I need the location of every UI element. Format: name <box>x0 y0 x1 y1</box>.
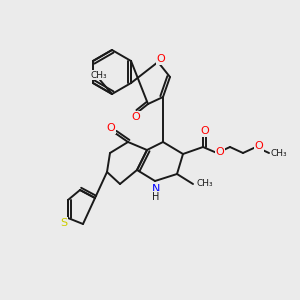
Text: H: H <box>152 192 160 202</box>
Text: N: N <box>152 184 160 194</box>
Text: CH₃: CH₃ <box>197 179 213 188</box>
Text: O: O <box>255 141 263 151</box>
Text: O: O <box>216 147 224 157</box>
Text: O: O <box>201 126 209 136</box>
Text: S: S <box>60 218 68 228</box>
Text: O: O <box>106 123 116 133</box>
Text: O: O <box>157 54 165 64</box>
Text: CH₃: CH₃ <box>91 70 107 80</box>
Text: CH₃: CH₃ <box>271 148 287 158</box>
Text: O: O <box>132 112 140 122</box>
